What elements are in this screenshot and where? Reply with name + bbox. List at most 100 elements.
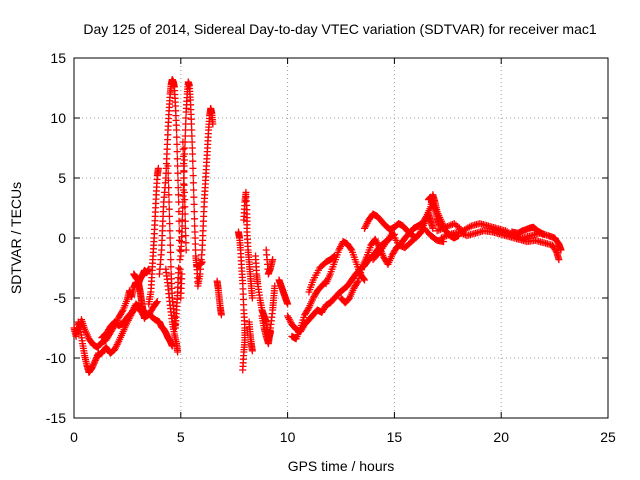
- y-tick-label: 5: [58, 170, 66, 186]
- data-point: [190, 208, 198, 216]
- data-points: [70, 76, 565, 376]
- data-point: [179, 192, 187, 200]
- data-point: [165, 191, 173, 199]
- data-point: [248, 294, 256, 302]
- data-point: [179, 138, 187, 146]
- data-point: [164, 169, 172, 177]
- data-point: [165, 198, 173, 206]
- data-point: [191, 240, 199, 248]
- data-point: [188, 132, 196, 140]
- x-tick-label: 0: [70, 429, 78, 445]
- data-point: [173, 148, 181, 156]
- data-point: [182, 232, 190, 240]
- data-point: [188, 126, 196, 134]
- data-point: [190, 215, 198, 223]
- data-point: [174, 191, 182, 199]
- data-point: [145, 265, 153, 273]
- data-point: [179, 145, 187, 153]
- data-point: [557, 246, 565, 254]
- data-point: [164, 162, 172, 170]
- data-point: [164, 176, 172, 184]
- data-point: [181, 132, 189, 140]
- data-point: [180, 160, 188, 168]
- data-point: [181, 224, 189, 232]
- data-point: [153, 298, 161, 306]
- y-axis-label: SDTVAR / TECUs: [8, 182, 24, 294]
- data-point: [190, 200, 198, 208]
- x-tick-label: 15: [387, 429, 403, 445]
- y-tick-labels: -15 -10 -5 0 5 10 15: [46, 50, 66, 426]
- data-point: [189, 157, 197, 165]
- data-point: [181, 126, 189, 134]
- data-point: [180, 156, 188, 164]
- data-point: [166, 234, 174, 242]
- data-point: [179, 152, 187, 160]
- data-point: [180, 181, 188, 189]
- data-point: [191, 234, 199, 242]
- data-point: [360, 276, 368, 284]
- data-point: [175, 264, 183, 272]
- data-point: [154, 164, 162, 172]
- data-point: [118, 307, 126, 315]
- data-point: [190, 186, 198, 194]
- data-point: [267, 328, 275, 336]
- data-point: [239, 366, 247, 374]
- data-point: [181, 196, 189, 204]
- data-point: [167, 256, 175, 264]
- data-point: [174, 348, 182, 356]
- data-point: [191, 228, 199, 236]
- y-tick-label: 15: [50, 50, 66, 66]
- data-point: [353, 279, 361, 287]
- data-point: [167, 263, 175, 271]
- data-point: [180, 188, 188, 196]
- axis-ticks: [73, 57, 609, 419]
- data-point: [178, 216, 186, 224]
- data-point: [175, 208, 183, 216]
- data-point: [167, 248, 175, 256]
- x-tick-label: 20: [493, 429, 509, 445]
- data-point: [347, 245, 355, 253]
- data-point: [152, 299, 160, 307]
- data-point: [182, 239, 190, 247]
- data-point: [178, 228, 186, 236]
- data-point: [429, 224, 437, 232]
- data-point: [174, 169, 182, 177]
- data-point: [181, 210, 189, 218]
- data-point: [114, 339, 122, 347]
- data-point: [180, 167, 188, 175]
- data-point: [539, 230, 547, 238]
- data-point: [181, 203, 189, 211]
- data-point: [217, 311, 225, 319]
- y-tick-label: -5: [54, 290, 67, 306]
- chart-title: Day 125 of 2014, Sidereal Day-to-day VTE…: [83, 21, 596, 37]
- data-point: [188, 144, 196, 152]
- data-point: [189, 150, 197, 158]
- data-point: [248, 347, 256, 355]
- data-point: [188, 138, 196, 146]
- data-point: [284, 300, 292, 308]
- data-point: [540, 230, 548, 238]
- data-point: [180, 174, 188, 182]
- data-point: [165, 184, 173, 192]
- data-point: [182, 114, 190, 122]
- data-point: [187, 120, 195, 128]
- data-point: [190, 193, 198, 201]
- data-point: [271, 282, 279, 290]
- data-point: [181, 144, 189, 152]
- data-point: [173, 126, 181, 134]
- x-tick-label: 25: [600, 429, 616, 445]
- data-point: [173, 140, 181, 148]
- data-point: [192, 246, 200, 254]
- data-point: [174, 184, 182, 192]
- data-point: [189, 172, 197, 180]
- data-point: [166, 241, 174, 249]
- data-point: [165, 212, 173, 220]
- data-point: [173, 155, 181, 163]
- data-point: [182, 246, 190, 254]
- data-point: [174, 162, 182, 170]
- data-point: [166, 220, 174, 228]
- data-point: [176, 246, 184, 254]
- data-point: [209, 120, 217, 128]
- data-point: [165, 205, 173, 213]
